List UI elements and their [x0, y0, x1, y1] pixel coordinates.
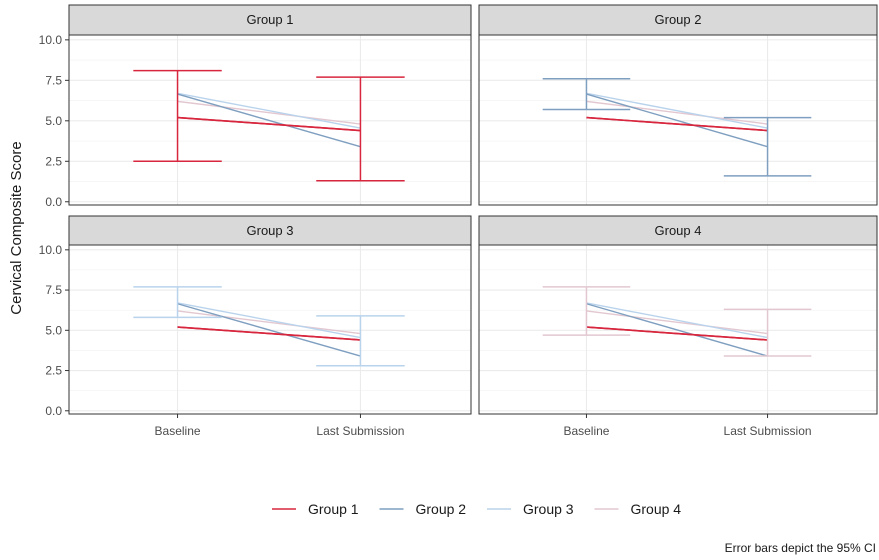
y-tick-label: 2.5	[45, 364, 62, 378]
y-tick-label: 10.0	[39, 33, 63, 47]
series-line	[586, 302, 768, 339]
panel-strip	[478, 215, 878, 246]
legend-label: Group 1	[308, 501, 359, 517]
series-line	[177, 326, 361, 341]
series-line	[586, 310, 768, 335]
legend-label: Group 2	[416, 501, 467, 517]
panel-title: Group 2	[655, 12, 702, 27]
legend-item: Group 2	[379, 501, 467, 517]
series-line	[586, 303, 768, 357]
panel-2: Group 2	[478, 4, 878, 206]
y-tick-label: 5.0	[45, 323, 62, 337]
y-tick-label: 0.0	[45, 195, 62, 209]
y-tick-label: 5.0	[45, 114, 62, 128]
y-tick-label: 2.5	[45, 154, 62, 168]
series-line	[177, 93, 361, 148]
y-tick-label: 7.5	[45, 283, 62, 297]
panel-strip	[68, 215, 472, 246]
x-tick-label: Baseline	[563, 424, 609, 438]
legend-label: Group 3	[523, 501, 574, 517]
y-tick-label: 7.5	[45, 73, 62, 87]
panel-3: Group 3 0.0 2.5 5.0 7.5 10.0 Baseline Last Subm…	[39, 215, 472, 438]
series-line	[586, 116, 768, 132]
panel-1: Group 1 0.0 2.5 5.0 7.5 10.0	[39, 4, 472, 209]
y-tick-label: 10.0	[39, 243, 63, 257]
series-line	[586, 92, 768, 129]
panel-title: Group 4	[655, 223, 702, 238]
panel-border	[478, 244, 878, 415]
legend-label: Group 4	[631, 501, 682, 517]
series-line	[177, 92, 361, 129]
series-line	[177, 303, 361, 357]
series-line	[586, 93, 768, 148]
series-line	[586, 326, 768, 341]
caption: Error bars depict the 95% CI	[725, 541, 876, 555]
x-tick-label: Last Submission	[316, 424, 404, 438]
panel-border	[68, 34, 472, 206]
panel-border	[68, 244, 472, 415]
legend-item: Group 3	[487, 501, 574, 517]
series-line	[177, 116, 361, 132]
x-tick-label: Baseline	[155, 424, 201, 438]
panel-title: Group 1	[247, 12, 294, 27]
series-line	[177, 302, 361, 339]
panel-border	[478, 34, 878, 206]
x-tick-label: Last Submission	[724, 424, 812, 438]
panel-4: Group 4 Baseline Last Submission	[478, 215, 878, 438]
series-line	[177, 310, 361, 335]
panel-title: Group 3	[247, 223, 294, 238]
legend-item: Group 4	[594, 501, 682, 517]
series-line	[177, 100, 361, 125]
legend: Group 1 Group 2 Group 3 Group 4	[272, 501, 681, 517]
y-tick-label: 0.0	[45, 404, 62, 418]
y-axis-title: Cervical Composite Score	[8, 141, 25, 314]
panel-strip	[478, 4, 878, 36]
series-line	[586, 100, 768, 125]
legend-item: Group 1	[272, 501, 359, 517]
panel-strip	[68, 4, 472, 36]
